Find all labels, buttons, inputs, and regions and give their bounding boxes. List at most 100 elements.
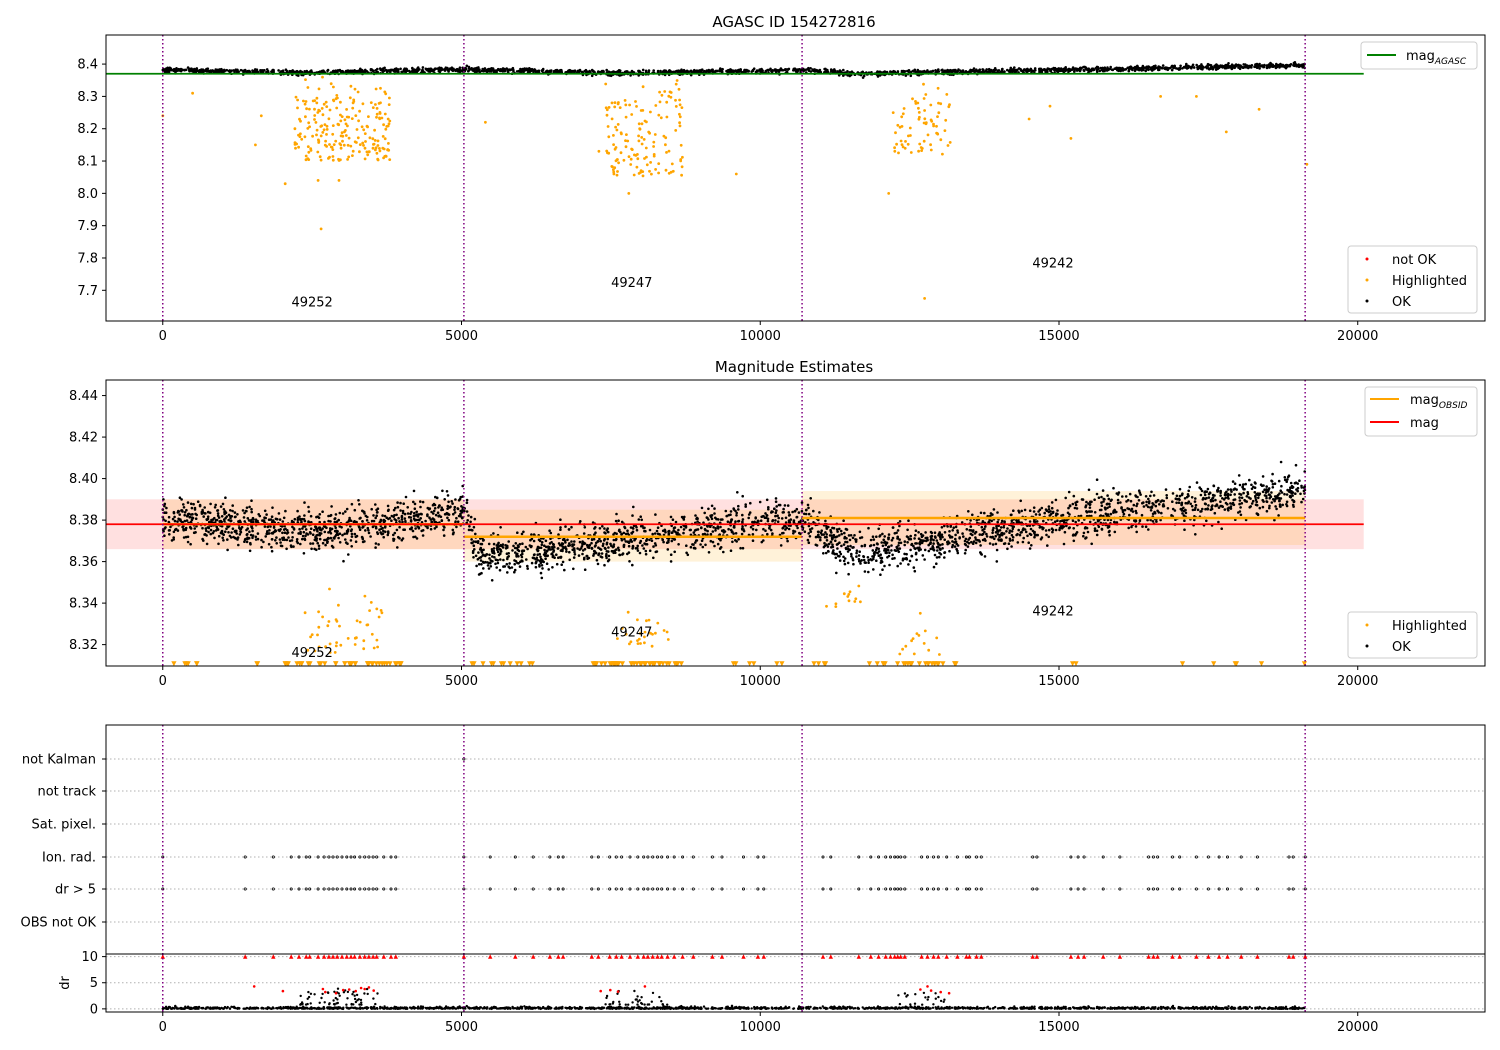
highlighted-point: [906, 142, 910, 146]
ok-point: [893, 532, 897, 535]
ok-point: [467, 69, 470, 73]
ok-point: [232, 69, 235, 72]
ok-point: [935, 539, 939, 542]
ok-point: [881, 568, 884, 571]
ok-point: [304, 528, 308, 531]
highlighted-point: [344, 134, 348, 137]
ok-point: [1189, 502, 1192, 506]
ok-point: [455, 525, 458, 529]
ok-point: [872, 555, 875, 559]
ok-point: [605, 541, 609, 545]
ok-point: [656, 526, 660, 529]
ok-point: [474, 540, 478, 544]
ok-point: [782, 531, 785, 535]
ok-point: [1043, 511, 1046, 515]
ok-point: [971, 513, 974, 517]
highlighted-point: [387, 103, 391, 106]
ok-point: [1259, 483, 1263, 487]
ok-point: [597, 553, 600, 557]
highlighted-point: [612, 168, 615, 172]
ok-point: [703, 511, 706, 515]
ok-point: [831, 538, 834, 541]
highlighted-point: [344, 122, 348, 126]
ok-point: [1243, 487, 1246, 491]
ok-point: [1108, 529, 1111, 533]
highlighted-point: [372, 142, 376, 146]
ok-point: [979, 544, 982, 547]
ok-point: [260, 69, 264, 72]
ok-point: [955, 514, 959, 518]
ok-point: [951, 543, 955, 547]
highlighted-point: [303, 102, 307, 106]
ok-point: [268, 529, 271, 532]
ok-point: [963, 552, 967, 555]
ok-point: [695, 517, 698, 521]
ok-point: [914, 552, 918, 556]
ok-point: [1023, 68, 1026, 71]
ok-point: [842, 559, 846, 563]
ok-point: [1003, 542, 1007, 545]
ok-point: [983, 555, 987, 558]
ok-point: [1010, 519, 1014, 522]
ok-point: [1032, 506, 1036, 510]
ok-point: [432, 502, 436, 506]
ok-point: [957, 68, 960, 71]
highlighted-point: [923, 297, 926, 300]
ok-point: [730, 530, 734, 534]
highlighted-point: [337, 123, 341, 127]
ok-point: [398, 520, 401, 523]
ok-point: [907, 563, 910, 566]
ok-point: [1147, 68, 1150, 72]
highlighted-point: [379, 101, 382, 105]
highlighted-point: [324, 139, 327, 143]
ok-point: [1031, 69, 1034, 73]
highlighted-point: [628, 103, 631, 107]
ok-point: [549, 537, 552, 540]
ok-point: [233, 511, 237, 514]
highlighted-point: [259, 114, 263, 118]
ok-point: [1028, 520, 1032, 523]
ok-point: [545, 549, 549, 553]
ok-point: [1183, 519, 1186, 522]
ok-point: [454, 68, 457, 72]
highlighted-point: [371, 137, 375, 141]
ok-point: [1100, 508, 1103, 512]
ok-point: [1038, 508, 1042, 512]
ok-point: [953, 545, 957, 548]
ok-point: [403, 517, 407, 520]
ok-point: [707, 551, 711, 554]
ok-point: [549, 531, 553, 535]
ok-point: [850, 555, 853, 558]
ok-point: [981, 532, 985, 536]
ok-point: [573, 540, 576, 543]
ok-point: [277, 69, 280, 72]
ok-point: [514, 542, 518, 545]
highlighted-point: [345, 108, 348, 111]
ok-point: [447, 518, 451, 522]
highlighted-point: [351, 154, 354, 158]
ok-point: [713, 544, 716, 548]
ok-point: [972, 69, 975, 72]
ok-point: [617, 548, 621, 552]
ok-point: [248, 530, 251, 533]
highlighted-point: [649, 110, 652, 114]
ok-point: [1082, 534, 1085, 538]
highlighted-point: [920, 147, 924, 150]
ok-point: [1139, 493, 1142, 496]
ok-point: [246, 537, 249, 541]
highlighted-point: [371, 146, 375, 150]
ok-point: [1090, 542, 1093, 546]
ok-point: [692, 546, 696, 550]
ok-point: [807, 512, 811, 516]
ok-point: [682, 518, 686, 521]
highlighted-point: [378, 117, 382, 121]
ok-point: [392, 69, 396, 73]
ok-point: [1285, 480, 1288, 484]
highlighted-point: [384, 127, 388, 131]
ok-point: [401, 509, 405, 513]
ok-point: [880, 559, 883, 562]
ok-point: [286, 529, 289, 532]
ok-point: [871, 535, 875, 538]
legend-highlighted-label: Highlighted: [1392, 274, 1467, 289]
